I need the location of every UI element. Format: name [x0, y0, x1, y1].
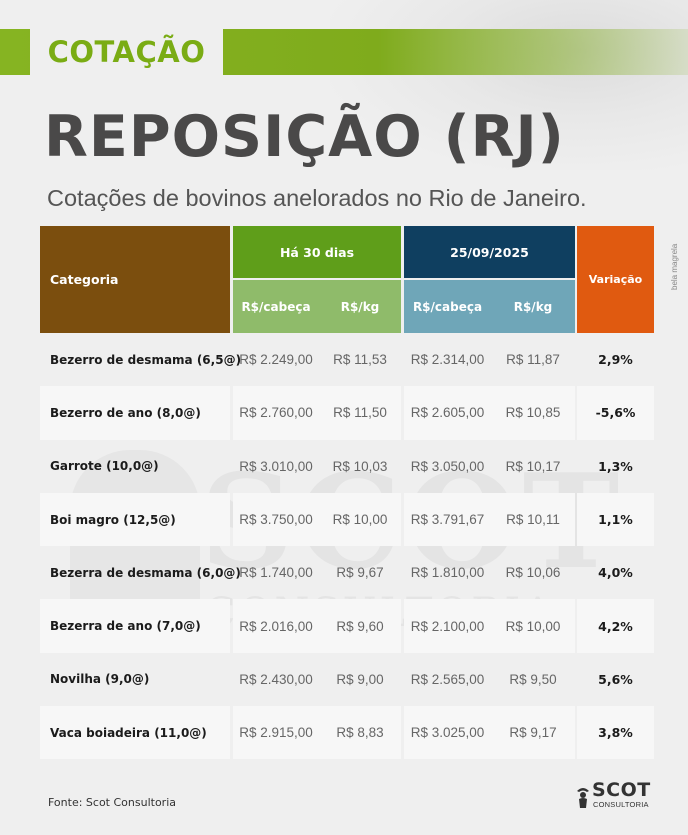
row-band — [577, 492, 654, 547]
row-variation: 3,8% — [598, 725, 633, 741]
row-period1-per-kg: R$ 10,03 — [332, 458, 388, 474]
row-band — [577, 599, 654, 653]
row-period1-per-head: R$ 2.760,00 — [239, 405, 313, 421]
row-category: Garrote (10,0@) — [50, 459, 159, 474]
row-period2-per-head: R$ 3.050,00 — [410, 458, 485, 474]
header-period-30-days: Há 30 dias — [233, 226, 401, 278]
row-period2-per-kg: R$ 10,06 — [505, 565, 561, 581]
table-row: Bezerra de ano (7,0@) R$ 2.016,00 R$ 9,60 R… — [40, 599, 654, 653]
row-period1-per-head: R$ 2.016,00 — [239, 618, 313, 634]
row-period2-per-head: R$ 2.100,00 — [410, 618, 485, 634]
row-band — [404, 706, 575, 760]
row-variation: 4,0% — [598, 565, 633, 581]
header-period1-per-head: R$/cabeça — [233, 280, 319, 333]
row-period2-per-head: R$ 2.605,00 — [410, 405, 485, 421]
table-row: Novilha (9,0@) R$ 2.430,00 R$ 9,00 R$ 2.565… — [40, 653, 654, 706]
source-note: Fonte: Scot Consultoria — [48, 796, 176, 809]
row-period1-per-kg: R$ 8,83 — [336, 725, 384, 741]
row-category: Vaca boiadeira (11,0@) — [50, 725, 207, 740]
row-period1-per-kg: R$ 10,00 — [332, 512, 388, 528]
row-period2-per-head: R$ 3.791,67 — [410, 512, 485, 528]
row-period1-per-kg: R$ 11,53 — [333, 352, 387, 368]
row-band — [404, 386, 575, 440]
row-band — [40, 386, 230, 440]
table-row: Boi magro (12,5@) R$ 3.750,00 R$ 10,00 R$ 3… — [40, 492, 654, 547]
photo-credit: bela magrela — [670, 243, 679, 290]
row-band — [577, 386, 654, 440]
row-band — [233, 492, 401, 547]
row-band — [233, 386, 401, 440]
row-period1-per-head: R$ 1.740,00 — [239, 565, 313, 581]
row-period2-per-kg: R$ 9,17 — [509, 725, 557, 741]
row-band — [577, 706, 654, 760]
row-band — [40, 599, 230, 653]
row-band — [233, 706, 401, 760]
row-period2-per-kg: R$ 9,50 — [509, 671, 557, 687]
badge-label: COTAÇÃO — [47, 35, 206, 69]
row-period1-per-head: R$ 3.010,00 — [239, 458, 313, 474]
header-period2-per-kg: R$/kg — [491, 280, 575, 333]
row-period1-per-kg: R$ 11,50 — [333, 405, 387, 421]
section-badge: COTAÇÃO — [30, 29, 223, 75]
cattle-photo-background — [330, 0, 688, 170]
page-title: REPOSIÇÃO (RJ) — [44, 104, 565, 170]
row-period1-per-head: R$ 3.750,00 — [239, 512, 313, 528]
row-band — [404, 599, 575, 653]
row-band — [233, 599, 401, 653]
row-period1-per-head: R$ 2.430,00 — [239, 671, 313, 687]
row-period1-per-head: R$ 2.249,00 — [239, 352, 313, 368]
row-variation: 2,9% — [598, 352, 633, 368]
row-period2-per-head: R$ 3.025,00 — [410, 725, 485, 741]
table-row: Bezerro de ano (8,0@) R$ 2.760,00 R$ 11,50… — [40, 386, 654, 440]
row-period1-per-kg: R$ 9,67 — [336, 565, 384, 581]
table-row: Garrote (10,0@) R$ 3.010,00 R$ 10,03 R$ 3.0… — [40, 440, 654, 493]
row-period2-per-kg: R$ 10,85 — [505, 405, 561, 421]
table-body: Bezerro de desmama (6,5@) R$ 2.249,00 R$ 1… — [40, 333, 654, 760]
header-period2-per-head: R$/cabeça — [404, 280, 491, 333]
row-category: Bezerro de ano (8,0@) — [50, 405, 201, 420]
table-row: Bezerro de desmama (6,5@) R$ 2.249,00 R$ 1… — [40, 333, 654, 386]
row-band — [404, 492, 575, 547]
header-period1-per-kg: R$/kg — [319, 280, 401, 333]
row-variation: 5,6% — [598, 671, 633, 687]
row-period2-per-head: R$ 2.314,00 — [410, 352, 485, 368]
table-row: Bezerra de desmama (6,0@) R$ 1.740,00 R$ 9… — [40, 546, 654, 599]
logo-sub: CONSULTORIA — [593, 800, 649, 809]
cowboy-logo-icon — [577, 788, 589, 808]
row-category: Boi magro (12,5@) — [50, 512, 176, 527]
header-category: Categoria — [40, 226, 230, 333]
row-variation: -5,6% — [595, 405, 636, 421]
page-subtitle: Cotações de bovinos anelorados no Rio de… — [47, 185, 587, 211]
row-period2-per-kg: R$ 10,00 — [505, 618, 561, 634]
row-band — [40, 492, 230, 547]
header-period-current-date: 25/09/2025 — [404, 226, 575, 278]
row-variation: 4,2% — [598, 618, 633, 634]
row-category: Bezerra de desmama (6,0@) — [50, 565, 241, 580]
row-category: Bezerra de ano (7,0@) — [50, 619, 201, 634]
row-period2-per-head: R$ 1.810,00 — [410, 565, 485, 581]
table-row: Vaca boiadeira (11,0@) R$ 2.915,00 R$ 8,83… — [40, 706, 654, 760]
row-period1-per-kg: R$ 9,00 — [336, 671, 384, 687]
row-period2-per-kg: R$ 10,17 — [505, 458, 561, 474]
row-period2-per-kg: R$ 10,11 — [506, 512, 560, 528]
row-period2-per-head: R$ 2.565,00 — [410, 671, 485, 687]
row-variation: 1,3% — [598, 458, 633, 474]
header-variation: Variação — [577, 226, 654, 333]
row-period2-per-kg: R$ 11,87 — [506, 352, 560, 368]
scot-logo: SCOT CONSULTORIA — [574, 779, 651, 811]
row-band — [40, 706, 230, 760]
row-variation: 1,1% — [598, 512, 633, 528]
row-category: Novilha (9,0@) — [50, 672, 150, 687]
row-period1-per-kg: R$ 9,60 — [336, 618, 384, 634]
row-category: Bezerro de desmama (6,5@) — [50, 352, 242, 367]
logo-brand: SCOT — [592, 779, 651, 801]
row-period1-per-head: R$ 2.915,00 — [239, 725, 313, 741]
